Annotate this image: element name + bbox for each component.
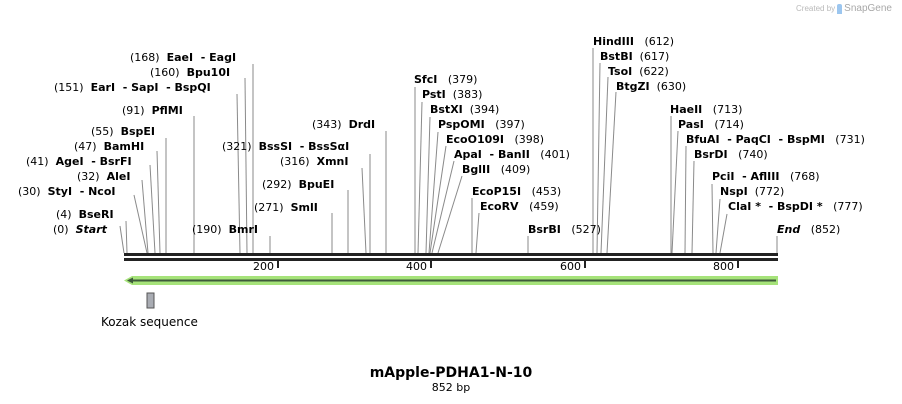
site-bmri[interactable]: (190) BmrI bbox=[192, 223, 258, 236]
ruler-tick-600: 600 bbox=[560, 260, 581, 273]
backbone-bottom-strand bbox=[124, 258, 778, 261]
site-clai-bspdi[interactable]: ClaI * - BspDI * (777) bbox=[728, 200, 863, 213]
site-bsrbi[interactable]: BsrBI (527) bbox=[528, 223, 601, 236]
site-bamhi[interactable]: (47) BamHI bbox=[74, 140, 145, 153]
snapgene-credit: Created by SnapGene bbox=[796, 3, 892, 14]
credit-brand: SnapGene bbox=[844, 3, 892, 14]
site-bpu10i[interactable]: (160) Bpu10I bbox=[150, 66, 231, 79]
site-bsrdi[interactable]: BsrDI (740) bbox=[694, 148, 768, 161]
site-pflmi[interactable]: (91) PflMI bbox=[122, 104, 183, 117]
site-end: End (852) bbox=[777, 223, 841, 236]
ruler-ticks bbox=[277, 261, 739, 268]
site-ecop15i[interactable]: EcoP15I (453) bbox=[472, 185, 562, 198]
site-ecoo109i[interactable]: EcoO109I (398) bbox=[446, 133, 545, 146]
site-agei-bsrfi[interactable]: (41) AgeI - BsrFI bbox=[26, 155, 132, 168]
site-sfci[interactable]: SfcI (379) bbox=[414, 73, 478, 86]
site-styi-ncoi[interactable]: (30) StyI - NcoI bbox=[18, 185, 116, 198]
site-smli[interactable]: (271) SmlI bbox=[254, 201, 318, 214]
site-eari-sapi-bspqi[interactable]: (151) EarI - SapI - BspQI bbox=[54, 81, 211, 94]
site-hindiii[interactable]: HindIII (612) bbox=[593, 35, 675, 48]
site-pspomi[interactable]: PspOMI (397) bbox=[438, 118, 525, 131]
kozak-feature-box[interactable] bbox=[146, 292, 155, 309]
credit-prefix: Created by bbox=[796, 4, 836, 13]
site-bspei[interactable]: (55) BspEI bbox=[91, 125, 156, 138]
snapgene-logo-icon bbox=[837, 3, 843, 14]
site-bstxi[interactable]: BstXI (394) bbox=[430, 103, 500, 116]
site-tsoi[interactable]: TsoI (622) bbox=[608, 65, 669, 78]
site-psti[interactable]: PstI (383) bbox=[422, 88, 483, 101]
site-bfuai-paqci-bspmi[interactable]: BfuAI - PaqCI - BspMI (731) bbox=[686, 133, 865, 146]
site-apai-banii[interactable]: ApaI - BanII (401) bbox=[454, 148, 570, 161]
site-bstbi[interactable]: BstBI (617) bbox=[600, 50, 670, 63]
site-eaei-eagi[interactable]: (168) EaeI - EagI bbox=[130, 51, 237, 64]
site-xmni[interactable]: (316) XmnI bbox=[280, 155, 349, 168]
site-ecorv[interactable]: EcoRV (459) bbox=[480, 200, 559, 213]
site-drdi[interactable]: (343) DrdI bbox=[312, 118, 376, 131]
map-length: 852 bp bbox=[431, 381, 471, 394]
ruler-tick-800: 800 bbox=[713, 260, 734, 273]
site-bpuei[interactable]: (292) BpuEI bbox=[262, 178, 335, 191]
site-alei[interactable]: (32) AleI bbox=[77, 170, 131, 183]
kozak-feature-label[interactable]: Kozak sequence bbox=[101, 315, 198, 329]
mapple-feature-arrow[interactable] bbox=[124, 276, 778, 285]
ruler-tick-200: 200 bbox=[253, 260, 274, 273]
backbone-top-strand bbox=[124, 253, 778, 256]
leader-lines bbox=[119, 48, 778, 254]
site-bseri[interactable]: (4) BseRI bbox=[56, 208, 114, 221]
site-haeii[interactable]: HaeII (713) bbox=[670, 103, 743, 116]
site-pcii-afliii[interactable]: PciI - AflIII (768) bbox=[712, 170, 820, 183]
site-start: (0) Start bbox=[53, 223, 107, 236]
site-btgzi[interactable]: BtgZI (630) bbox=[616, 80, 687, 93]
site-bsssi-bsssai[interactable]: (321) BssSI - BssSαI bbox=[222, 140, 350, 153]
site-bglii[interactable]: BglII (409) bbox=[462, 163, 531, 176]
site-nspi[interactable]: NspI (772) bbox=[720, 185, 785, 198]
map-title: mApple-PDHA1-N-10 bbox=[369, 365, 533, 381]
site-pasi[interactable]: PasI (714) bbox=[678, 118, 744, 131]
ruler-tick-400: 400 bbox=[406, 260, 427, 273]
